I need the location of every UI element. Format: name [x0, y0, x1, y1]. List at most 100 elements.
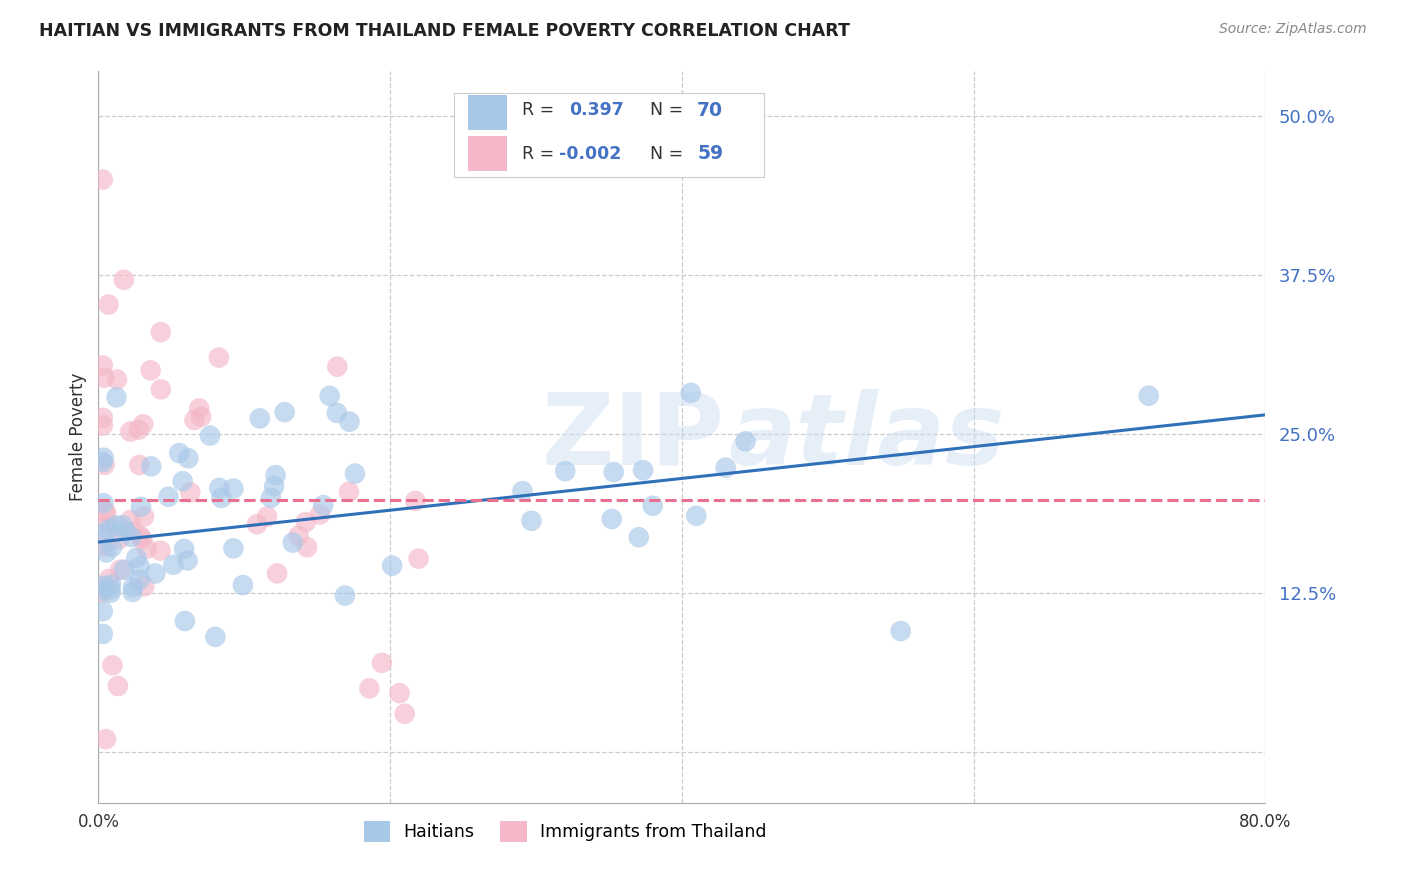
Point	[333, 589, 356, 603]
Text: N =: N =	[638, 101, 689, 120]
Point	[172, 474, 194, 488]
Point	[294, 515, 316, 529]
Point	[157, 490, 180, 504]
Point	[173, 541, 195, 556]
Point	[129, 500, 152, 514]
Point	[91, 627, 114, 641]
Point	[93, 579, 115, 593]
Point	[145, 566, 167, 581]
Point	[94, 506, 117, 520]
Point	[129, 529, 152, 543]
Point	[204, 630, 226, 644]
Legend: Haitians, Immigrants from Thailand: Haitians, Immigrants from Thailand	[357, 814, 773, 849]
Point	[94, 732, 117, 747]
Point	[371, 656, 394, 670]
Point	[91, 455, 114, 469]
Point	[208, 351, 231, 365]
Point	[91, 585, 114, 599]
Point	[169, 446, 191, 460]
Point	[107, 679, 129, 693]
Point	[128, 458, 150, 472]
Point	[600, 512, 623, 526]
Point	[260, 491, 283, 505]
Point	[176, 553, 198, 567]
Point	[97, 523, 120, 537]
Point	[222, 541, 245, 556]
Point	[93, 496, 115, 510]
Point	[318, 389, 340, 403]
Point	[100, 586, 122, 600]
Point	[190, 409, 212, 424]
Point	[105, 518, 128, 533]
Point	[120, 513, 142, 527]
Text: 59: 59	[697, 145, 723, 163]
Point	[177, 451, 200, 466]
Point	[394, 706, 416, 721]
Point	[96, 545, 118, 559]
Point	[91, 359, 114, 373]
Point	[408, 551, 430, 566]
Point	[287, 529, 309, 543]
FancyBboxPatch shape	[468, 136, 508, 170]
Point	[208, 481, 231, 495]
Text: R =: R =	[522, 145, 560, 163]
Point	[183, 413, 205, 427]
Text: 0.397: 0.397	[568, 101, 623, 120]
Point	[100, 582, 122, 596]
Text: HAITIAN VS IMMIGRANTS FROM THAILAND FEMALE POVERTY CORRELATION CHART: HAITIAN VS IMMIGRANTS FROM THAILAND FEMA…	[39, 22, 851, 40]
Point	[105, 372, 128, 386]
Point	[209, 491, 232, 505]
Point	[679, 385, 702, 400]
Text: Source: ZipAtlas.com: Source: ZipAtlas.com	[1219, 22, 1367, 37]
Text: 70: 70	[697, 101, 723, 120]
Point	[141, 459, 163, 474]
Point	[890, 624, 912, 638]
Point	[108, 563, 131, 577]
Point	[114, 524, 136, 539]
Point	[554, 464, 576, 478]
Point	[93, 370, 115, 384]
Point	[734, 434, 756, 449]
Point	[121, 585, 143, 599]
Point	[162, 558, 184, 572]
Point	[266, 566, 288, 581]
Point	[246, 517, 269, 532]
Point	[100, 577, 122, 591]
Point	[97, 572, 120, 586]
Point	[122, 580, 145, 594]
Point	[128, 559, 150, 574]
Point	[131, 532, 153, 546]
Point	[343, 467, 366, 481]
Point	[132, 509, 155, 524]
Point	[602, 465, 624, 479]
Point	[179, 485, 201, 500]
Point	[337, 484, 360, 499]
Point	[149, 543, 172, 558]
Point	[134, 579, 156, 593]
Text: R =: R =	[522, 101, 571, 120]
Point	[249, 411, 271, 425]
Point	[264, 468, 287, 483]
Point	[188, 401, 211, 416]
Point	[93, 450, 115, 465]
Point	[149, 325, 172, 339]
Point	[101, 540, 124, 554]
Point	[149, 383, 172, 397]
Point	[91, 527, 114, 541]
Point	[135, 541, 157, 556]
Point	[91, 583, 114, 598]
Point	[714, 460, 737, 475]
Point	[120, 425, 142, 439]
Point	[91, 418, 114, 433]
Point	[93, 458, 115, 472]
Point	[112, 563, 135, 577]
Point	[173, 614, 195, 628]
Point	[111, 518, 134, 533]
Point	[232, 578, 254, 592]
Point	[132, 417, 155, 432]
Point	[256, 509, 278, 524]
FancyBboxPatch shape	[468, 95, 508, 130]
Text: ZIP: ZIP	[541, 389, 724, 485]
Y-axis label: Female Poverty: Female Poverty	[69, 373, 87, 501]
Point	[281, 535, 304, 549]
